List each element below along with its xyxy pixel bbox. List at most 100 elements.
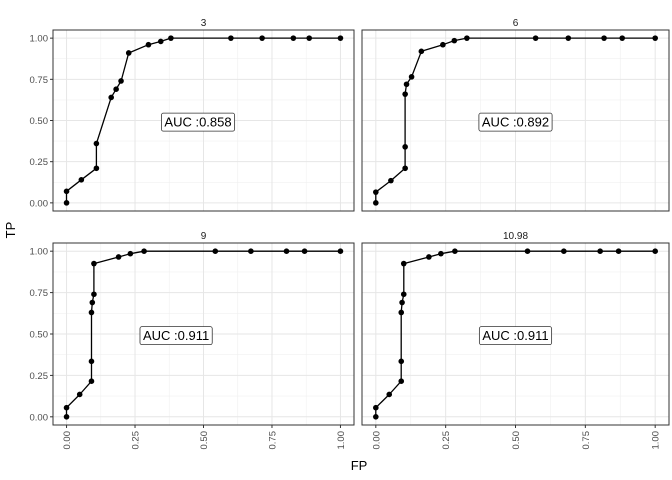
auc-label-box <box>478 112 553 132</box>
roc-point <box>113 86 119 93</box>
y-tick-label: 0.00 <box>30 198 49 209</box>
roc-point <box>386 391 393 398</box>
roc-point <box>652 248 658 254</box>
roc-point <box>451 37 458 44</box>
auc-label: AUC :0.858 <box>164 115 231 130</box>
x-tick-label: 0.50 <box>199 431 210 450</box>
roc-point <box>597 248 603 254</box>
roc-point <box>418 48 425 55</box>
roc-point <box>228 35 234 41</box>
strip-background <box>53 14 354 30</box>
roc-point <box>408 74 415 80</box>
roc-point <box>168 35 174 41</box>
y-tick-label: 0.25 <box>30 371 49 382</box>
roc-point <box>426 254 432 260</box>
roc-point <box>373 200 379 206</box>
strip-label: 6 <box>513 18 519 29</box>
roc-point <box>301 248 308 254</box>
y-tick-label: 0.25 <box>30 157 49 168</box>
roc-point <box>619 35 626 41</box>
roc-point <box>565 35 572 41</box>
roc-point <box>402 165 408 172</box>
roc-point <box>93 165 100 172</box>
roc-point <box>145 41 152 48</box>
roc-point <box>373 414 379 420</box>
roc-point <box>283 248 290 254</box>
roc-point <box>464 35 470 41</box>
roc-point <box>398 378 405 385</box>
roc-point <box>125 50 132 56</box>
y-tick-label: 0.75 <box>30 75 49 86</box>
roc-point <box>652 35 658 41</box>
auc-label-box <box>161 112 236 132</box>
roc-point <box>403 81 410 88</box>
roc-point <box>88 378 95 385</box>
facet-panel-6: 6 AUC :0.892 <box>361 14 670 212</box>
roc-point <box>88 358 95 365</box>
x-tick-label: 0.50 <box>511 431 522 450</box>
roc-point <box>398 309 405 316</box>
roc-point <box>157 38 164 45</box>
roc-point <box>91 291 97 298</box>
roc-point <box>290 35 297 41</box>
roc-point <box>337 248 344 254</box>
x-axis-title: FP <box>351 458 368 473</box>
roc-point <box>118 78 124 84</box>
roc-point <box>402 144 408 150</box>
x-tick-label: 1.00 <box>651 431 662 450</box>
roc-point <box>438 250 444 257</box>
roc-point <box>400 260 407 267</box>
y-tick-label: 0.50 <box>30 116 49 127</box>
roc-point <box>373 189 379 195</box>
facet-panels: 3 0.00 0.25 0.50 0.75 1.00 AUC :0.858 6 AUC :0.8… <box>30 14 670 450</box>
facet-panel-10.98: 10.98 0.00 0.25 0.50 0.75 1.00 AUC :0.911 <box>361 227 670 450</box>
y-tick-label: 1.00 <box>30 247 49 258</box>
roc-point <box>248 248 254 254</box>
roc-point <box>402 91 408 97</box>
roc-point <box>398 358 405 365</box>
roc-point <box>337 35 344 41</box>
roc-point <box>108 94 114 101</box>
y-tick-label: 1.00 <box>30 34 49 45</box>
panel-border <box>361 29 670 212</box>
x-tick-label: 0.00 <box>371 431 382 450</box>
auc-label-box <box>478 326 553 346</box>
roc-point <box>93 140 100 147</box>
roc-point <box>115 254 122 260</box>
roc-point <box>306 35 313 41</box>
strip-background <box>53 227 354 243</box>
roc-point <box>399 299 405 306</box>
strip-label: 9 <box>201 231 207 242</box>
roc-point <box>63 188 70 195</box>
strip-label: 10.98 <box>503 231 528 242</box>
roc-point <box>63 414 70 420</box>
roc-point <box>373 404 379 411</box>
roc-point <box>141 248 147 254</box>
auc-label: AUC :0.911 <box>482 328 548 343</box>
y-tick-label: 0.00 <box>30 412 49 423</box>
roc-point <box>78 176 85 183</box>
roc-point <box>615 248 622 254</box>
x-tick-label: 0.25 <box>441 431 452 450</box>
y-axis-title: TP <box>3 222 18 239</box>
strip-background <box>362 227 669 243</box>
facet-panel-3: 3 0.00 0.25 0.50 0.75 1.00 AUC :0.858 <box>30 14 355 212</box>
auc-label-box <box>139 326 213 346</box>
auc-label: AUC :0.911 <box>143 328 209 343</box>
roc-point <box>561 248 567 254</box>
facet-panel-9: 9 0.00 0.25 0.50 0.75 1.00 0.00 0.25 0.50 0.75 1.0… <box>30 227 355 450</box>
roc-point <box>400 291 407 298</box>
roc-point <box>601 35 607 41</box>
roc-point <box>440 41 446 48</box>
x-tick-label: 1.00 <box>336 431 347 450</box>
roc-point <box>63 200 70 206</box>
auc-label: AUC :0.892 <box>482 115 549 130</box>
roc-point <box>524 248 531 254</box>
roc-point <box>532 35 539 41</box>
x-tick-label: 0.00 <box>62 431 73 450</box>
x-tick-label: 0.75 <box>581 431 592 450</box>
roc-point <box>452 248 458 254</box>
x-tick-label: 0.75 <box>267 431 278 450</box>
x-tick-label: 0.25 <box>131 431 142 450</box>
